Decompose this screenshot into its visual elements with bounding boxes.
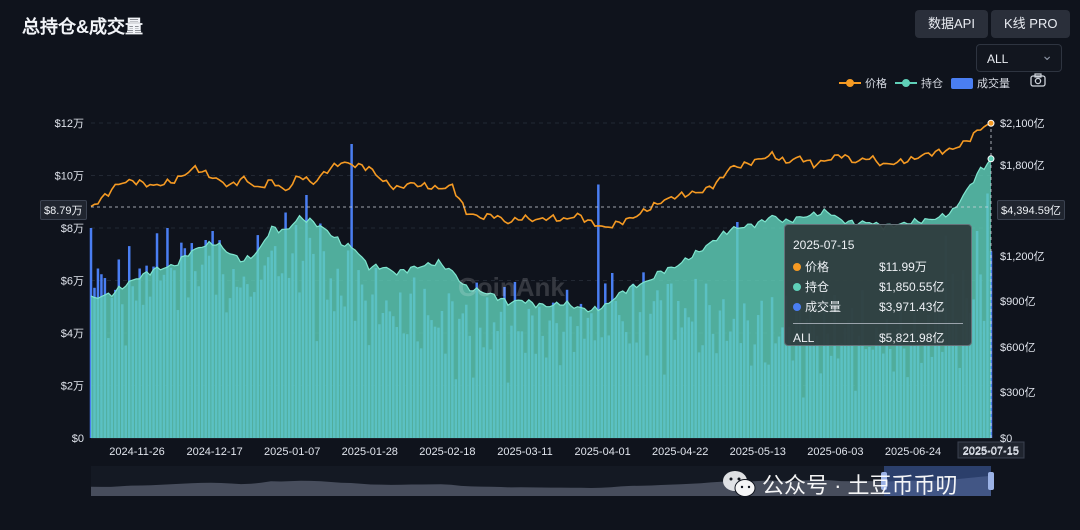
tooltip-date: 2025-07-15 bbox=[793, 238, 855, 252]
x-tick-label: 2025-01-28 bbox=[342, 446, 398, 458]
range-select[interactable]: ALL ⌄ bbox=[976, 44, 1062, 72]
left-tick-label: $4万 bbox=[61, 328, 84, 340]
legend-price-label: 价格 bbox=[865, 78, 887, 90]
left-tick-label: $2万 bbox=[61, 381, 84, 393]
left-tick-label: $12万 bbox=[55, 118, 84, 130]
oi-point bbox=[987, 155, 995, 163]
price-point bbox=[987, 119, 995, 127]
wechat-icon bbox=[723, 471, 756, 497]
tooltip-oi-value: $1,850.55亿 bbox=[879, 280, 945, 294]
right-tick-label: $2,100亿 bbox=[1000, 117, 1045, 130]
legend-price[interactable]: 价格 bbox=[839, 75, 887, 91]
legend-oi[interactable]: 持仓 bbox=[895, 75, 943, 91]
tooltip-price-value: $11.99万 bbox=[879, 260, 927, 274]
oi-line bbox=[90, 158, 992, 313]
crosshair-left-label: $8.79万 bbox=[40, 200, 87, 220]
tooltip-volume-value: $3,971.43亿 bbox=[879, 300, 945, 314]
range-navigator bbox=[91, 466, 994, 496]
tooltip-row-total: ALL $5,821.98亿 bbox=[793, 328, 963, 348]
page-title: 总持仓&成交量 bbox=[22, 17, 143, 37]
tooltip-row-volume: 成交量 $3,971.43亿 bbox=[793, 297, 963, 317]
x-tick-label: 2025-03-11 bbox=[497, 446, 552, 458]
tooltip-row-oi: 持仓 $1,850.55亿 bbox=[793, 277, 963, 297]
left-tick-label: $10万 bbox=[55, 171, 84, 183]
right-tick-label: $1,200亿 bbox=[1000, 250, 1045, 263]
right-axis: $0 $300亿 $600亿 $900亿 $1,200亿 $1,800亿 $2,100亿 bbox=[1000, 117, 1045, 445]
x-tick-label: 2024-11-26 bbox=[109, 446, 164, 458]
navigator-handle-left bbox=[881, 472, 887, 490]
x-tick-label: 2025-02-18 bbox=[419, 446, 475, 458]
tooltip-price-label: 价格 bbox=[805, 260, 830, 274]
left-tick-label: $8万 bbox=[61, 223, 84, 235]
left-axis: $0 $2万 $4万 $6万 $8万 $10万 $12万 bbox=[55, 118, 84, 445]
chevron-down-icon: ⌄ bbox=[1041, 47, 1053, 63]
navigator-handle-right bbox=[988, 472, 994, 490]
right-tick-label: $600亿 bbox=[1000, 341, 1035, 354]
left-tick-label: $0 bbox=[72, 433, 84, 445]
right-tick-label: $1,800亿 bbox=[1000, 159, 1045, 172]
wechat-account-text: 公众号 · 土豆币币叨 bbox=[762, 473, 958, 498]
crosshair-x-label-box bbox=[957, 441, 1025, 459]
navigator-area bbox=[91, 475, 991, 496]
tooltip-oi-label: 持仓 bbox=[805, 280, 830, 294]
right-tick-label: $300亿 bbox=[1000, 386, 1035, 399]
tooltip-total-value: $5,821.98亿 bbox=[879, 331, 945, 345]
x-tick-label: 2025-06-24 bbox=[885, 446, 941, 458]
oi-area bbox=[91, 158, 991, 439]
legend-oi-swatch bbox=[895, 79, 917, 87]
right-tick-label: $0 bbox=[1000, 433, 1012, 445]
crosshair-x-label: 2025-07-15 bbox=[963, 445, 1019, 457]
legend-volume[interactable]: 成交量 bbox=[951, 75, 1010, 91]
legend-volume-swatch bbox=[951, 77, 973, 89]
tooltip-row-price: 价格 $11.99万 bbox=[793, 257, 963, 277]
data-api-button[interactable]: 数据API bbox=[915, 10, 988, 38]
x-tick-label: 2025-05-13 bbox=[730, 446, 786, 458]
legend-oi-label: 持仓 bbox=[921, 78, 943, 90]
x-tick-label: 2024-12-17 bbox=[186, 446, 242, 458]
crosshair: 2025-07-15 bbox=[91, 119, 1025, 459]
tooltip-divider bbox=[793, 323, 963, 324]
tooltip-volume-label: 成交量 bbox=[805, 300, 842, 314]
x-tick-label: 2025-04-22 bbox=[652, 446, 708, 458]
tooltip: 2025-07-15 价格 $11.99万 持仓 $1,850.55亿 成交量 … bbox=[784, 224, 972, 346]
price-line bbox=[90, 122, 992, 229]
tooltip-total-label: ALL bbox=[793, 331, 815, 345]
legend-price-swatch bbox=[839, 79, 861, 87]
crosshair-right-label: $4,394.59亿 bbox=[997, 200, 1065, 220]
x-tick-label: 2025-06-03 bbox=[807, 446, 863, 458]
range-select-value: ALL bbox=[987, 52, 1009, 66]
x-tick-label: 2025-07-15 bbox=[962, 446, 1018, 458]
x-tick-label: 2025-01-07 bbox=[264, 446, 320, 458]
left-tick-label: $6万 bbox=[61, 276, 84, 288]
x-tick-label: 2025-04-01 bbox=[574, 446, 630, 458]
legend-volume-label: 成交量 bbox=[977, 78, 1010, 90]
x-axis: 2024-11-26 2024-12-17 2025-01-07 2025-01-28… bbox=[109, 446, 1018, 458]
wechat-watermark: 公众号 · 土豆币币叨 bbox=[722, 468, 958, 500]
camera-icon[interactable] bbox=[1030, 73, 1046, 87]
kline-pro-button[interactable]: K线 PRO bbox=[991, 10, 1071, 38]
right-tick-label: $900亿 bbox=[1000, 295, 1035, 308]
navigator-window bbox=[884, 466, 991, 496]
coinank-watermark: CoinAnk bbox=[458, 272, 565, 302]
